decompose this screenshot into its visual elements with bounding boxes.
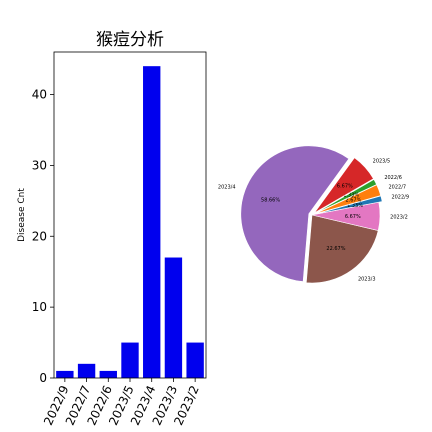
- pie-slice-2022-9: [315, 195, 383, 215]
- pie-pct-label: 22.67%: [326, 246, 345, 252]
- bar-2022-6: [99, 370, 117, 378]
- bar-2023-2: [186, 342, 204, 378]
- pie-pct-label: 1.33%: [347, 203, 363, 209]
- pie-category-label: 2023/4: [218, 185, 236, 191]
- bar-2023-5: [121, 342, 139, 378]
- y-tick-label: 40: [32, 88, 47, 102]
- pie-slice-2023-4: [240, 145, 350, 282]
- pie-pct-label: 6.67%: [345, 214, 361, 220]
- pie-category-label: 2023/5: [373, 158, 391, 164]
- bar-chart-frame: [53, 51, 207, 379]
- pie-slice-2023-3: [305, 214, 379, 284]
- pie-chart-plot: 58.66% 2023/4 22.67% 2023/3 6.67% 2023/2 1.33%…: [218, 145, 409, 284]
- pie-category-label: 2023/3: [358, 276, 376, 282]
- y-tick-label: 10: [32, 300, 47, 314]
- pie-pct-label: 6.67%: [337, 183, 353, 189]
- bar-chart-y-axis-label: Disease Cnt: [17, 188, 27, 242]
- pie-pct-label: 1.33%: [343, 193, 359, 199]
- pie-slice-2022-7: [315, 184, 382, 215]
- bar-2023-4: [143, 66, 161, 378]
- y-tick-label: 30: [32, 158, 47, 172]
- pie-slice-2022-6: [314, 179, 377, 214]
- pie-category-label: 2023/2: [390, 215, 408, 221]
- pie-slice-2023-5: [314, 157, 374, 213]
- pie-category-label: 2022/9: [391, 194, 409, 200]
- pie-pct-label: 2.67%: [345, 198, 361, 204]
- bar-2022-9: [56, 370, 74, 378]
- bar-chart-plot: 0102030402022/92022/72022/62023/52023/42…: [32, 51, 207, 428]
- pie-category-label: 2022/7: [388, 185, 406, 191]
- bar-chart-title: 猴痘分析: [96, 30, 164, 50]
- y-tick-label: 20: [32, 229, 47, 243]
- pie-category-label: 2022/6: [384, 175, 402, 181]
- bar-2023-3: [164, 257, 183, 378]
- bar-2022-7: [77, 363, 96, 378]
- y-tick-label: 0: [39, 371, 47, 385]
- pie-pct-label: 58.66%: [261, 198, 280, 204]
